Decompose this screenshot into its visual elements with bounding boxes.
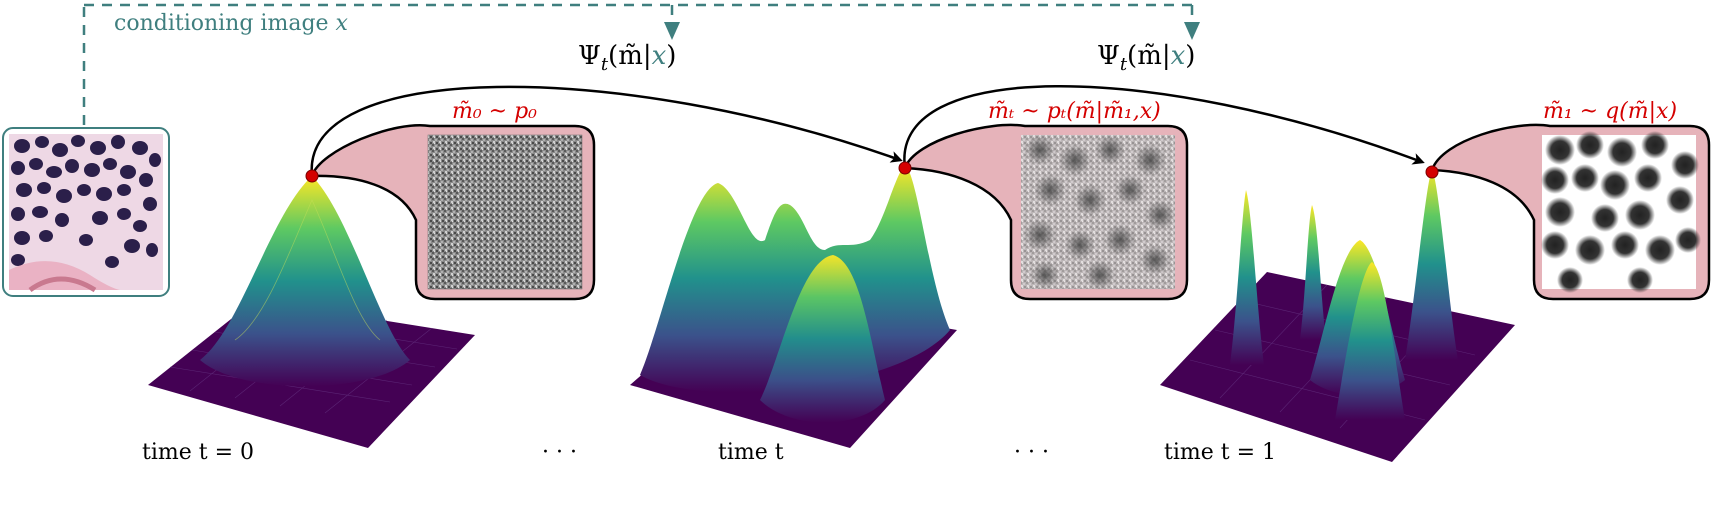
conditioning-arrowhead-1 <box>664 22 680 40</box>
conditioning-image <box>2 127 170 297</box>
callout-time-t <box>903 123 1189 301</box>
partial-mask-blobs <box>1024 135 1175 290</box>
noise-image <box>427 134 583 290</box>
surface-time-t <box>630 165 957 448</box>
time-label-1: time t = 1 <box>1164 440 1276 465</box>
distribution-label-t: m̃ₜ ~ pₜ(m̃|m̃₁,x) <box>988 99 1161 124</box>
peak-dot-time-t <box>898 161 912 175</box>
conditioning-label: conditioning image x <box>114 11 349 36</box>
surface-time-1 <box>1160 168 1515 462</box>
ellipsis-1: · · · <box>542 440 577 465</box>
callout-time-0 <box>310 123 596 301</box>
surface-time-0 <box>148 176 475 448</box>
flow-label-1: Ψt(m̃|x) <box>578 41 676 75</box>
flow-arrow-2 <box>903 85 1425 169</box>
conditioning-arrowhead-2 <box>1184 22 1200 40</box>
time-label-0: time t = 0 <box>142 440 254 465</box>
ellipsis-2: · · · <box>1014 440 1049 465</box>
peak-dot-time-1 <box>1425 165 1439 179</box>
flow-label-2: Ψt(m̃|x) <box>1097 41 1195 75</box>
final-mask-blobs <box>1541 131 1701 293</box>
conditioning-connector <box>82 0 1200 125</box>
peak-dot-time-0 <box>305 169 319 183</box>
distribution-label-0: m̃₀ ~ p₀ <box>452 99 537 124</box>
callout-time-1 <box>1430 123 1711 301</box>
time-label-t: time t <box>718 440 784 465</box>
distribution-label-1: m̃₁ ~ q(m̃|x) <box>1543 99 1677 124</box>
flow-arrow-1 <box>310 85 903 177</box>
